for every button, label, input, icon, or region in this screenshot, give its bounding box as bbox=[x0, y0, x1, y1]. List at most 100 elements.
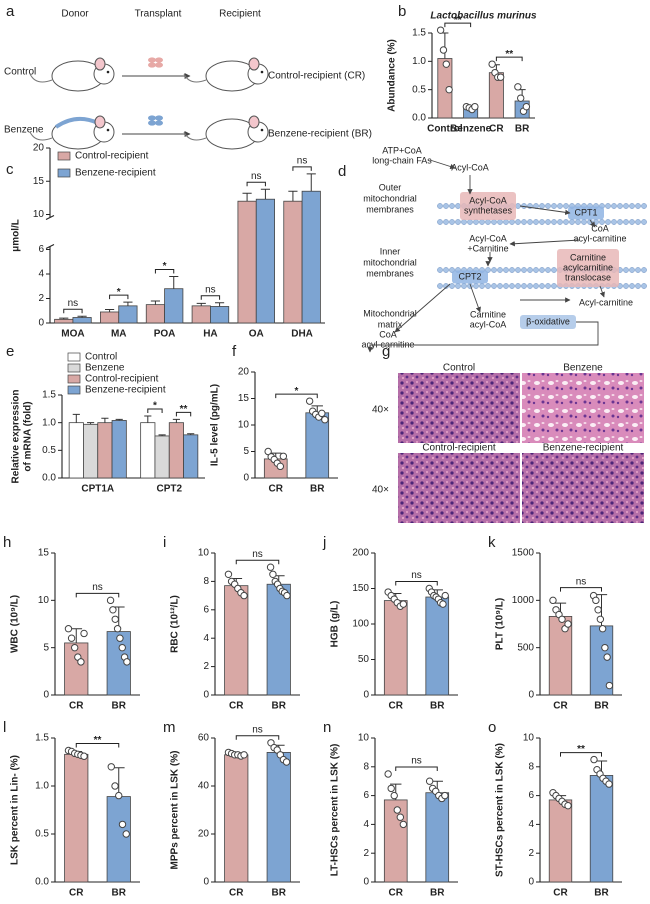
mouse-eye bbox=[260, 128, 264, 132]
legend-swatch bbox=[57, 151, 71, 161]
y-tick-label: 0 bbox=[43, 690, 49, 701]
significance-label: ** bbox=[454, 15, 462, 26]
significance-label: ns bbox=[251, 171, 262, 182]
data-point bbox=[80, 629, 88, 638]
data-point bbox=[439, 600, 447, 608]
node-label: Acyl-CoA bbox=[469, 195, 507, 205]
error-bar bbox=[441, 32, 449, 59]
flow-arrow bbox=[429, 159, 456, 170]
legend-swatch bbox=[57, 168, 71, 178]
lipid-head bbox=[455, 283, 461, 289]
lipid-head bbox=[485, 283, 491, 289]
y-tick-label: 4 bbox=[38, 269, 44, 280]
significance-label: ** bbox=[577, 744, 585, 755]
y-tick-label: 0 bbox=[528, 877, 534, 888]
lipid-head bbox=[461, 219, 467, 225]
legend-swatch bbox=[67, 385, 81, 395]
data-point bbox=[266, 563, 275, 571]
data-point bbox=[106, 596, 115, 605]
lipid-head bbox=[473, 219, 479, 225]
x-tick-label: DHA bbox=[291, 329, 313, 340]
x-tick-label: CR bbox=[269, 484, 284, 495]
y-tick-label: 100 bbox=[352, 619, 369, 630]
x-tick-label: BR bbox=[310, 484, 325, 495]
bar bbox=[301, 190, 321, 324]
y-tick-label: 200 bbox=[352, 548, 369, 559]
mouse-eye bbox=[106, 70, 110, 74]
x-tick-label: CR bbox=[553, 701, 568, 712]
y-tick-label: 0.5 bbox=[412, 84, 426, 95]
lipid-head bbox=[491, 267, 497, 273]
error-bar bbox=[288, 190, 298, 202]
data-point bbox=[113, 625, 122, 633]
lipid-head bbox=[611, 219, 617, 225]
error-bar bbox=[72, 413, 80, 423]
lipid-head bbox=[545, 219, 551, 225]
axis-break bbox=[45, 215, 55, 249]
x-tick-label: BR bbox=[430, 701, 445, 712]
y-tick-label: 1.5 bbox=[42, 390, 56, 401]
y-tick-label: 1.5 bbox=[35, 733, 49, 744]
data-point bbox=[488, 60, 496, 68]
lipid-head bbox=[623, 203, 629, 209]
error-bar bbox=[123, 301, 133, 306]
data-point bbox=[439, 46, 448, 54]
error-bar bbox=[158, 434, 166, 436]
data-point bbox=[496, 73, 505, 81]
feces-icon bbox=[155, 62, 163, 68]
node-label: translocase bbox=[565, 272, 611, 282]
lipid-head bbox=[575, 219, 581, 225]
y-axis-label: of mRNA (fold) bbox=[23, 401, 34, 471]
feces-icon bbox=[155, 115, 163, 121]
lipid-head bbox=[635, 203, 641, 209]
lipid-head bbox=[599, 219, 605, 225]
lipid-head bbox=[521, 283, 527, 289]
bar bbox=[97, 422, 113, 479]
y-tick-label: 10 bbox=[198, 548, 210, 559]
significance-label: ns bbox=[205, 284, 216, 295]
significance-bracket bbox=[560, 752, 602, 757]
node-label: acylcarnitine bbox=[563, 262, 613, 272]
bar bbox=[154, 435, 170, 479]
data-point bbox=[111, 782, 119, 790]
significance-bracket bbox=[275, 393, 318, 399]
significance-bracket bbox=[175, 411, 192, 417]
y-tick-label: 1.5 bbox=[412, 28, 426, 39]
mouse-ear bbox=[94, 57, 106, 71]
lipid-head bbox=[605, 203, 611, 209]
x-tick-label: POA bbox=[154, 329, 176, 340]
lipid-head bbox=[479, 219, 485, 225]
node-box bbox=[520, 315, 576, 329]
panel-letter: j bbox=[322, 534, 326, 551]
node-label: Carnitine bbox=[470, 309, 506, 319]
x-tick-label: BR bbox=[272, 888, 287, 899]
error-bar bbox=[196, 302, 206, 306]
error-bar bbox=[144, 415, 152, 423]
data-point bbox=[441, 791, 449, 800]
lipid-head bbox=[521, 219, 527, 225]
mouse-ear bbox=[248, 57, 260, 71]
y-tick-label: 20 bbox=[238, 367, 250, 378]
significance-label: ** bbox=[505, 49, 513, 60]
flow-arrow bbox=[367, 321, 599, 353]
node-label: +Carnitine bbox=[467, 243, 508, 253]
feces-icon bbox=[148, 115, 156, 121]
y-tick-label: 15 bbox=[38, 548, 50, 559]
data-point bbox=[276, 462, 285, 471]
node-label: ATP+CoA bbox=[382, 145, 422, 155]
y-tick-label: 0 bbox=[203, 877, 209, 888]
lipid-head bbox=[437, 267, 443, 273]
x-tick-label: CR bbox=[229, 701, 244, 712]
lipid-head bbox=[455, 203, 461, 209]
data-point bbox=[107, 763, 115, 771]
legend-swatch bbox=[67, 363, 81, 373]
lipid-head bbox=[509, 283, 515, 289]
data-point bbox=[441, 591, 449, 600]
mouse-ear bbox=[248, 115, 260, 129]
error-bar bbox=[306, 173, 316, 192]
y-tick-label: 0 bbox=[363, 877, 369, 888]
lipid-head bbox=[455, 219, 461, 225]
lipid-head bbox=[539, 283, 545, 289]
mouse-icon bbox=[29, 115, 115, 150]
